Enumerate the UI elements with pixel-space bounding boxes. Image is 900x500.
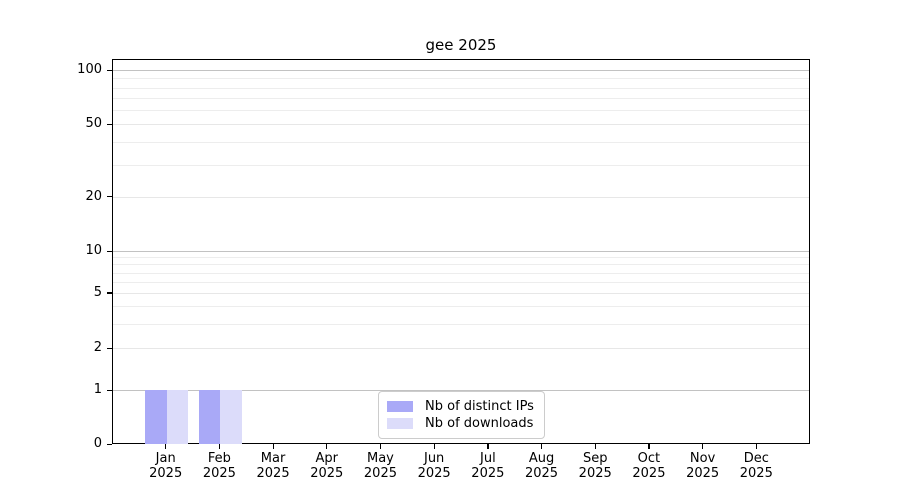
x-tick-month: May (367, 451, 394, 466)
x-tick-mark-may (379, 444, 382, 449)
gridline-minor-30 (113, 164, 809, 166)
gridline-minor-6 (113, 281, 809, 283)
x-tick-month: Sep (582, 451, 608, 466)
x-tick-mark-sep (594, 444, 596, 449)
x-tick-month: Jul (480, 451, 496, 466)
x-tick-month: Oct (637, 451, 661, 466)
x-tick-month: Feb (207, 451, 231, 466)
gridline-minor-7 (113, 272, 809, 274)
x-tick-year: 2025 (739, 466, 773, 481)
gridline-major-1 (113, 390, 809, 391)
x-tick-label-sep: Sep 2025 (565, 451, 625, 481)
plot-area (112, 59, 810, 444)
x-tick-year: 2025 (256, 466, 290, 481)
gridline-major-10 (113, 251, 809, 252)
legend-label: Nb of downloads (425, 416, 534, 431)
legend-swatch-icon (387, 418, 413, 429)
x-tick-year: 2025 (202, 466, 236, 481)
legend-box: Nb of distinct IPs Nb of downloads (378, 391, 545, 439)
x-tick-year: 2025 (578, 466, 612, 481)
legend-swatch-icon (387, 401, 413, 412)
x-tick-label-jan: Jan 2025 (136, 451, 196, 481)
legend-row: Nb of distinct IPs (387, 398, 534, 415)
bar-nb-of-distinct-ips-jan (145, 390, 167, 444)
gridline-minor-5 (113, 292, 809, 294)
y-tick-label-0: 0 (93, 436, 102, 451)
y-tick-mark-1 (107, 389, 112, 391)
y-tick-mark-100 (107, 69, 112, 71)
y-tick-mark-0 (107, 443, 112, 445)
x-tick-mark-aug (541, 444, 543, 449)
gridline-minor-4 (113, 306, 809, 308)
bar-nb-of-distinct-ips-feb (198, 390, 221, 444)
x-tick-mark-feb (218, 444, 221, 449)
bar-nb-of-downloads-jan (166, 390, 189, 444)
x-tick-mark-oct (648, 444, 650, 449)
x-tick-year: 2025 (417, 466, 451, 481)
y-tick-mark-5 (107, 292, 112, 294)
y-tick-label-100: 100 (77, 62, 102, 77)
y-tick-label-50: 50 (85, 116, 102, 132)
gridline-minor-2 (113, 348, 809, 350)
gridline-minor-70 (113, 98, 809, 100)
x-tick-mark-jun (433, 444, 435, 449)
x-tick-year: 2025 (310, 466, 344, 481)
x-tick-label-dec: Dec 2025 (726, 451, 786, 481)
x-tick-mark-mar (272, 444, 274, 449)
x-tick-month: Mar (260, 451, 286, 466)
x-tick-label-mar: Mar 2025 (243, 451, 303, 481)
x-tick-label-feb: Feb 2025 (189, 451, 249, 481)
x-tick-year: 2025 (524, 466, 559, 481)
gridline-minor-20 (113, 196, 809, 198)
x-tick-month: Aug (528, 451, 555, 466)
legend-items: Nb of distinct IPs Nb of downloads (387, 398, 534, 432)
x-tick-label-jun: Jun 2025 (404, 451, 464, 481)
x-tick-month: Jun (423, 451, 445, 466)
y-tick-mark-10 (107, 250, 112, 252)
y-tick-label-5: 5 (93, 284, 102, 300)
x-tick-label-oct: Oct 2025 (619, 451, 679, 481)
y-tick-mark-20 (107, 196, 112, 198)
gridline-minor-50 (113, 124, 809, 126)
x-tick-label-aug: Aug 2025 (512, 451, 572, 481)
y-tick-label-10: 10 (85, 243, 102, 258)
x-tick-label-nov: Nov 2025 (673, 451, 733, 481)
x-tick-mark-jan (165, 444, 167, 449)
x-tick-month: Dec (743, 451, 769, 466)
x-tick-mark-jul (487, 444, 489, 449)
legend-label: Nb of distinct IPs (425, 399, 534, 414)
gridline-minor-8 (113, 264, 809, 266)
x-tick-year: 2025 (471, 466, 505, 481)
x-tick-mark-dec (755, 444, 757, 449)
x-tick-year: 2025 (632, 466, 666, 481)
x-tick-month: Nov (689, 451, 716, 466)
x-tick-mark-apr (326, 444, 328, 449)
legend-row: Nb of downloads (387, 415, 534, 432)
x-tick-label-jul: Jul 2025 (458, 451, 518, 481)
x-tick-month: Jan (155, 451, 176, 466)
x-tick-mark-nov (702, 444, 704, 449)
x-tick-label-apr: Apr 2025 (297, 451, 357, 481)
x-tick-year: 2025 (149, 466, 183, 481)
y-tick-label-2: 2 (93, 340, 102, 356)
gridline-minor-9 (113, 257, 809, 259)
chart-title: gee 2025 (425, 36, 497, 54)
gridline-minor-90 (113, 78, 809, 80)
gridline-major-100 (113, 70, 809, 71)
gridline-minor-3 (113, 323, 809, 325)
x-tick-label-may: May 2025 (350, 451, 410, 481)
x-tick-month: Apr (315, 451, 339, 466)
gridline-minor-60 (113, 110, 809, 112)
y-tick-label-1: 1 (93, 382, 102, 397)
y-tick-mark-50 (107, 123, 112, 126)
x-tick-year: 2025 (686, 466, 720, 481)
gridline-minor-40 (113, 142, 809, 144)
x-tick-year: 2025 (363, 466, 397, 481)
gridline-minor-80 (113, 87, 809, 89)
y-tick-label-20: 20 (85, 188, 102, 204)
bar-nb-of-downloads-feb (220, 390, 242, 444)
y-tick-mark-2 (107, 347, 112, 349)
